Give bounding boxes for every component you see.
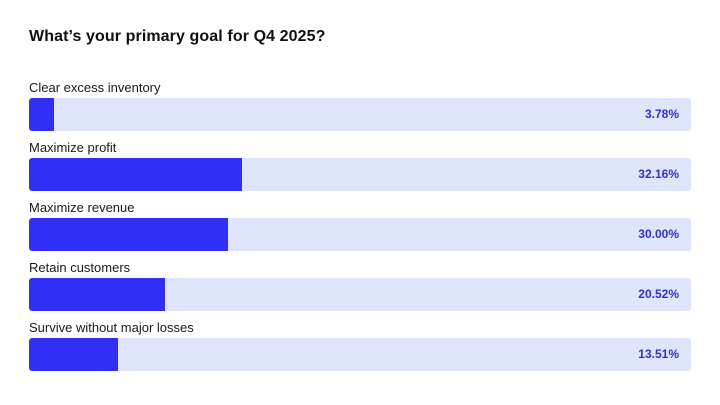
bar-value-label: 13.51% xyxy=(638,347,679,361)
bar-fill xyxy=(29,98,55,131)
bar-value-label: 20.52% xyxy=(638,287,679,301)
bar-value-label: 30.00% xyxy=(638,227,679,241)
bar-row: Maximize revenue 30.00% xyxy=(29,198,691,258)
bar-fill xyxy=(29,158,242,191)
bar-track: 30.00% xyxy=(29,218,691,251)
bar-label: Maximize profit xyxy=(29,140,117,155)
bar-track: 13.51% xyxy=(29,338,691,371)
bar-track: 20.52% xyxy=(29,278,691,311)
bar-value-label: 32.16% xyxy=(638,167,679,181)
bar-fill xyxy=(29,278,165,311)
bar-label: Survive without major losses xyxy=(29,320,194,335)
bar-fill xyxy=(29,338,119,371)
bar-track: 3.78% xyxy=(29,98,691,131)
bar-track: 32.16% xyxy=(29,158,691,191)
bar-chart: Clear excess inventory 3.78% Maximize prof… xyxy=(29,78,691,378)
bar-row: Clear excess inventory 3.78% xyxy=(29,78,691,138)
bar-label: Clear excess inventory xyxy=(29,80,161,95)
bar-row: Survive without major losses 13.51% xyxy=(29,318,691,378)
bar-label: Maximize revenue xyxy=(29,200,135,215)
bar-row: Maximize profit 32.16% xyxy=(29,138,691,198)
bar-value-label: 3.78% xyxy=(644,107,679,121)
bar-label: Retain customers xyxy=(29,260,131,275)
bar-fill xyxy=(29,218,228,251)
bar-row: Retain customers 20.52% xyxy=(29,258,691,318)
chart-title: What’s your primary goal for Q4 2025? xyxy=(29,28,326,45)
